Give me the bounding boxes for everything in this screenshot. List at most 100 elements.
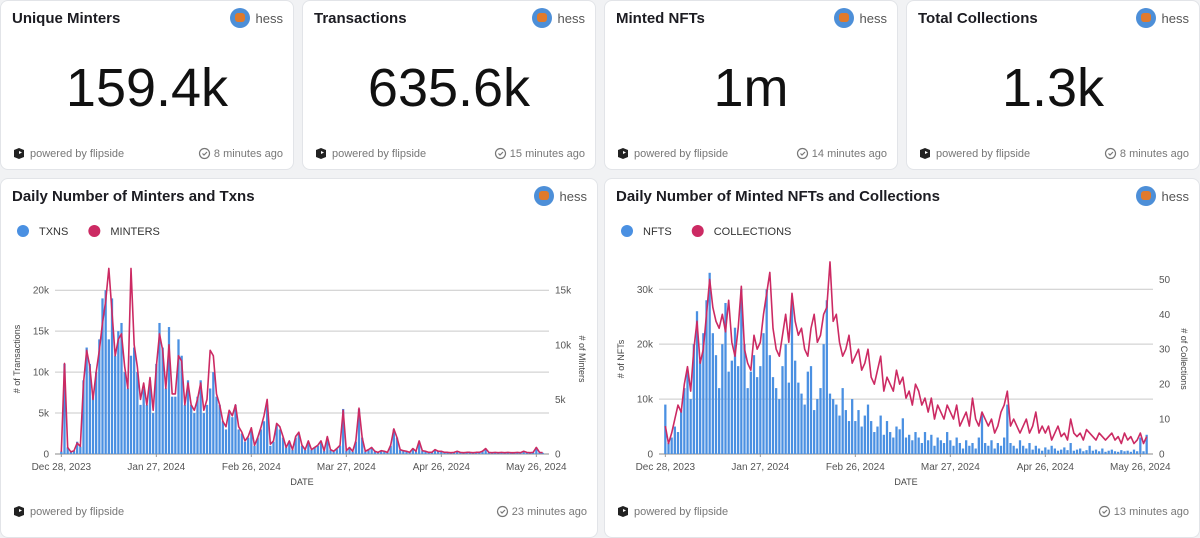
bar (670, 437, 673, 454)
bar (98, 339, 101, 454)
bar (737, 366, 740, 454)
bar (1107, 450, 1110, 454)
avatar (1135, 186, 1156, 206)
bar (481, 451, 484, 454)
powered-by: powered by flipside (634, 505, 729, 518)
bar (148, 380, 152, 454)
bar (733, 327, 737, 454)
panel: Total Collections hess powered by flipside… (906, 0, 1200, 170)
bar (145, 404, 148, 454)
bar (714, 355, 718, 454)
bar (174, 396, 177, 454)
bar (1085, 450, 1088, 454)
chart: 0 5k 10k 15k 20k 0 5k 10k 15k Dec 28, 2023 Jan 27,… (12, 225, 587, 487)
panel-title: Daily Number of Minters and Txns (12, 188, 255, 205)
bar (680, 410, 683, 454)
bar (186, 380, 190, 454)
bar (727, 371, 730, 454)
bar (367, 449, 370, 454)
avatar-detail (234, 13, 245, 22)
legend-label: NFTS (643, 226, 672, 238)
bar (228, 413, 231, 454)
bar (930, 434, 933, 454)
bar (142, 388, 145, 454)
bar (114, 355, 117, 454)
panel: Daily Number of Minted NFTs and Collecti… (604, 178, 1200, 538)
bar (730, 360, 733, 454)
bar (1088, 445, 1091, 454)
bar (746, 388, 749, 454)
bar (968, 445, 971, 454)
x-tick-label: Dec 28, 2023 (636, 462, 696, 473)
user-name: hess (255, 10, 283, 26)
bar (478, 452, 481, 454)
updated-time: 15 minutes ago (509, 147, 585, 160)
bar (82, 380, 85, 454)
bar (1015, 448, 1018, 454)
bar (1145, 434, 1148, 454)
panel-title: Minted NFTs (616, 10, 705, 27)
bar (873, 432, 876, 454)
bar (212, 372, 215, 454)
bar (275, 425, 278, 454)
bar (676, 432, 680, 454)
x-tick-label: Apr 26, 2024 (1017, 462, 1075, 473)
bar (300, 445, 304, 454)
bar (266, 404, 269, 454)
bar (117, 331, 120, 454)
y2-axis-title: # of Minters (577, 335, 587, 383)
bar (1139, 437, 1142, 454)
bar (756, 377, 759, 454)
bar (259, 429, 262, 454)
powered-by: powered by flipside (30, 505, 125, 518)
bar (155, 363, 158, 454)
bar (784, 344, 787, 454)
bar (161, 347, 164, 454)
bar (215, 396, 218, 454)
bar (699, 360, 702, 454)
panel: Daily Number of Minters and Txns hess powe… (0, 178, 598, 538)
updated-time: 8 minutes ago (1119, 147, 1189, 160)
bar (95, 372, 98, 454)
bar (866, 404, 870, 454)
bar (781, 366, 784, 454)
bar (1117, 451, 1120, 454)
bar (667, 443, 670, 454)
avatar-detail (536, 13, 547, 22)
bar (832, 399, 835, 454)
bar (342, 408, 345, 454)
bar (759, 366, 762, 454)
bar (686, 371, 689, 454)
bar (857, 410, 860, 454)
bar (323, 450, 326, 454)
bar (809, 366, 813, 454)
y-tick-label: 20k (637, 340, 654, 351)
bar (408, 452, 411, 454)
bar (1142, 451, 1145, 454)
bar (778, 399, 781, 454)
x-tick-label: Feb 26, 2024 (826, 462, 885, 473)
bar (180, 355, 183, 454)
bar (1129, 451, 1132, 454)
bar (1022, 445, 1025, 454)
bar (190, 404, 193, 454)
bar (250, 429, 253, 454)
bar (221, 421, 224, 454)
bar (1009, 443, 1012, 454)
user-badge: hess (1135, 8, 1189, 28)
bar (110, 298, 114, 454)
bar (984, 443, 987, 454)
bar (459, 452, 462, 454)
bar (136, 372, 139, 454)
clock-icon (496, 505, 508, 518)
legend-label: MINTERS (110, 226, 160, 238)
bar (123, 372, 126, 454)
updated-time: 23 minutes ago (511, 505, 587, 518)
bar (525, 452, 528, 454)
bar (885, 421, 889, 454)
bar (673, 426, 676, 454)
bar (468, 452, 471, 454)
bar (152, 413, 155, 454)
bar (1069, 443, 1072, 454)
flipside-logo (316, 148, 326, 159)
